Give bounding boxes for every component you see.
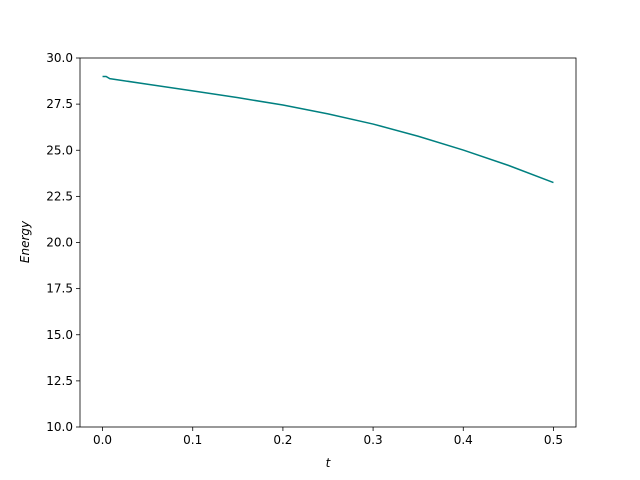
y-tick-label: 15.0 (46, 328, 73, 342)
x-tick-label: 0.2 (273, 433, 292, 447)
x-tick-label: 0.1 (183, 433, 202, 447)
y-tick-label: 27.5 (46, 97, 73, 111)
y-axis-label: Energy (18, 220, 32, 263)
plot-frame (79, 57, 577, 428)
y-tick-label: 10.0 (46, 420, 73, 434)
x-axis-label: t (326, 456, 332, 470)
line-series (102, 75, 554, 184)
y-tick-label: 12.5 (46, 374, 73, 388)
y-tick-label: 30.0 (46, 51, 73, 65)
x-tick-label: 0.5 (544, 433, 563, 447)
y-tick-label: 25.0 (46, 143, 73, 157)
x-tick-label: 0.3 (364, 433, 383, 447)
y-tick-label: 17.5 (46, 282, 73, 296)
y-tick-label: 22.5 (46, 189, 73, 203)
x-tick-label: 0.0 (93, 433, 112, 447)
y-tick-label: 20.0 (46, 236, 73, 250)
x-tick-label: 0.4 (454, 433, 473, 447)
